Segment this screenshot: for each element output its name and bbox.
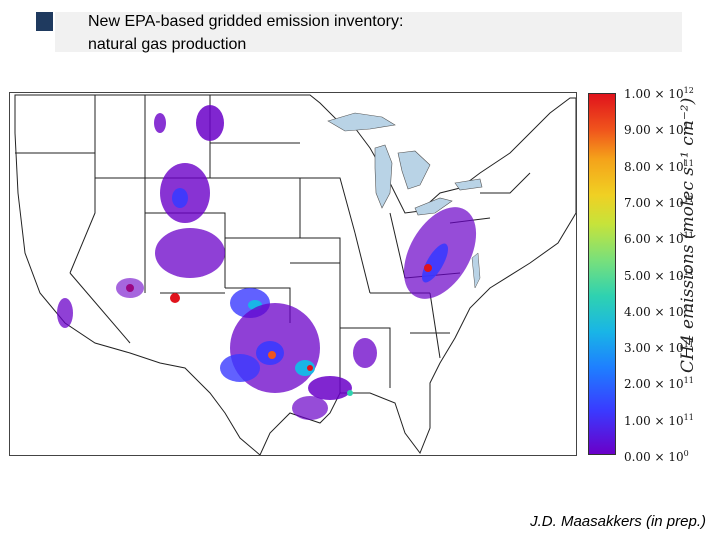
colorbar-tick-mantissa: 1.00 × 10	[624, 413, 684, 428]
colorbar-tick-exponent: 11	[683, 376, 694, 386]
emission-hotspots	[57, 105, 477, 420]
colorbar-tick-exponent: 11	[683, 267, 694, 277]
colorbar	[588, 93, 616, 455]
colorbar-tick-mantissa: 3.00 × 10	[624, 341, 684, 356]
slide-title-line-1: New EPA-based gridded emission inventory…	[88, 13, 404, 30]
colorbar-tick-mantissa: 5.00 × 10	[624, 268, 684, 283]
colorbar-tick-exponent: 11	[683, 412, 694, 422]
lake-erie	[414, 197, 453, 216]
colorbar-tick-mantissa: 4.00 × 10	[624, 304, 684, 319]
credit-text: J.D. Maasakkers (in prep.)	[530, 513, 706, 530]
lake-superior	[327, 112, 396, 132]
colorbar-tick-label: 9.00 × 1011	[624, 122, 694, 137]
lake-huron	[397, 150, 431, 190]
colorbar-tick-exponent: 11	[683, 231, 694, 241]
colorbar-tick-label: 1.00 × 1011	[624, 413, 694, 428]
us-map-svg	[14, 94, 576, 455]
lake-michigan	[374, 144, 393, 209]
colorbar-tick-label: 8.00 × 1011	[624, 159, 694, 174]
colorbar-tick-label: 7.00 × 1011	[624, 195, 694, 210]
emission-map	[9, 92, 577, 456]
colorbar-tick-label: 0.00 × 100	[624, 449, 689, 464]
colorbar-tick-label: 2.00 × 1011	[624, 376, 694, 391]
colorbar-tick-exponent: 11	[683, 340, 694, 350]
colorbar-tick-exponent: 11	[683, 158, 694, 168]
colorbar-tick-label: 3.00 × 1011	[624, 340, 694, 355]
title-box	[55, 12, 682, 52]
slide-bullet	[36, 12, 53, 31]
chesapeake-bay	[471, 252, 481, 289]
colorbar-tick-exponent: 11	[683, 303, 694, 313]
lake-ontario	[454, 178, 483, 191]
colorbar-tick-label: 4.00 × 1011	[624, 304, 694, 319]
colorbar-tick-exponent: 12	[683, 86, 694, 95]
slide-title-line-2: natural gas production	[88, 36, 247, 53]
colorbar-tick-mantissa: 1.00 × 10	[624, 87, 684, 101]
colorbar-tick-mantissa: 0.00 × 10	[624, 450, 684, 464]
colorbar-tick-mantissa: 9.00 × 10	[624, 123, 684, 138]
colorbar-tick-label: 6.00 × 1011	[624, 231, 694, 246]
colorbar-tick-label: 1.00 × 1012	[624, 86, 694, 101]
colorbar-tick-exponent: 0	[683, 449, 689, 458]
colorbar-tick-mantissa: 2.00 × 10	[624, 377, 684, 392]
colorbar-tick-label: 5.00 × 1011	[624, 268, 694, 283]
colorbar-tick-mantissa: 7.00 × 10	[624, 195, 684, 210]
colorbar-tick-mantissa: 6.00 × 10	[624, 232, 684, 247]
colorbar-tick-exponent: 11	[683, 122, 694, 132]
colorbar-tick-exponent: 11	[683, 194, 694, 204]
state-borders	[15, 95, 531, 393]
colorbar-label: CH4 emissions (molec s⁻¹ cm⁻²)	[678, 97, 698, 373]
colorbar-tick-mantissa: 8.00 × 10	[624, 159, 684, 174]
